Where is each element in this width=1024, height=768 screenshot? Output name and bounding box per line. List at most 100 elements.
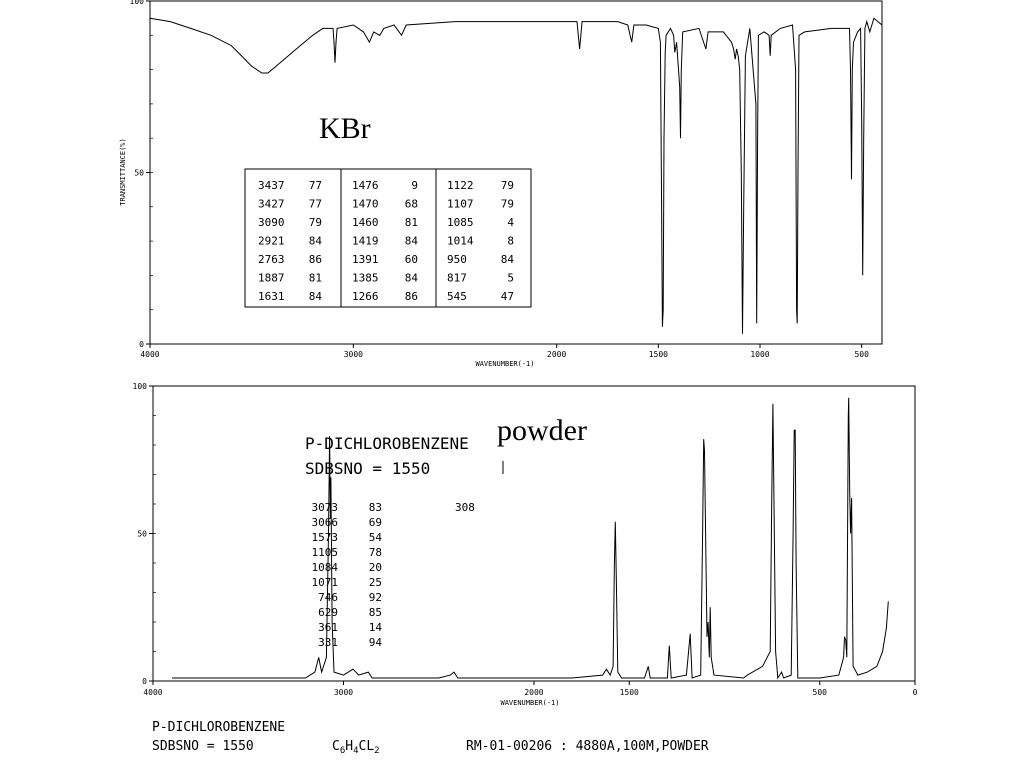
raman-peak-wavenumber: 3073	[312, 501, 339, 514]
ir-y-tick-label: 100	[130, 0, 145, 6]
ir-peak-wavenumber: 545	[447, 290, 467, 303]
ir-peak-intensity: 81	[309, 272, 322, 285]
ir-peak-wavenumber: 1014	[447, 235, 474, 248]
ir-peak-wavenumber: 1631	[258, 290, 285, 303]
raman-peak-wavenumber: 1573	[312, 531, 339, 544]
ir-peak-table-border	[244, 168, 532, 308]
raman-peak-intensity: 85	[369, 606, 382, 619]
ir-peak-intensity: 77	[309, 179, 322, 192]
raman-x-tick-label: 0	[913, 688, 918, 697]
ir-y-tick-label: 0	[139, 340, 144, 349]
ir-peak-wavenumber: 1107	[447, 198, 474, 211]
ir-peak-intensity: 79	[309, 216, 322, 229]
raman-gridlines	[153, 415, 156, 652]
ir-peak-wavenumber: 950	[447, 253, 467, 266]
ir-x-axis-label: WAVENUMBER(-1)	[475, 360, 534, 368]
raman-extra-peak-label: 308	[455, 501, 475, 514]
ir-peak-wavenumber: 1085	[447, 216, 474, 229]
ir-peak-wavenumber: 1122	[447, 179, 474, 192]
ir-peak-wavenumber: 817	[447, 272, 467, 285]
ir-peak-wavenumber: 1419	[352, 235, 379, 248]
raman-x-tick-label: 1500	[620, 688, 639, 697]
ir-spectrum-series	[149, 17, 883, 334]
ir-peak-wavenumber: 1470	[352, 198, 379, 211]
footer-sdbs-number: SDBSNO = 1550	[152, 739, 254, 754]
ir-peak-wavenumber: 1266	[352, 290, 379, 303]
ir-peak-intensity: 79	[501, 198, 514, 211]
raman-x-tick-label: 4000	[143, 688, 162, 697]
ir-peak-wavenumber: 3090	[258, 216, 285, 229]
ir-peak-intensity: 86	[405, 290, 418, 303]
raman-peak-intensity: 94	[369, 636, 383, 649]
raman-y-ticks: 100 50 0	[133, 382, 153, 686]
ir-y-axis-label: TRANSMITTANCE(%)	[119, 138, 127, 205]
raman-peak-intensity: 92	[369, 591, 382, 604]
ir-peak-intensity: 8	[507, 235, 514, 248]
raman-x-ticks: 4000 3000 2000 1500 500 0	[143, 681, 918, 697]
raman-sdbs-number: SDBSNO = 1550	[305, 459, 430, 478]
raman-y-tick-label: 0	[142, 677, 147, 686]
raman-medium-annotation: powder	[497, 414, 587, 447]
raman-peak-intensity: 69	[369, 516, 382, 529]
footer-info: P-DICHLOROBENZENE SDBSNO = 1550 C6H4CL2 …	[152, 720, 709, 756]
ir-x-tick-label: 1000	[750, 350, 769, 359]
raman-y-tick-label: 100	[133, 382, 148, 391]
ir-peak-wavenumber: 3437	[258, 179, 285, 192]
raman-x-tick-label: 500	[813, 688, 828, 697]
ir-peak-wavenumber: 3427	[258, 198, 285, 211]
ir-peak-wavenumber: 1460	[352, 216, 379, 229]
raman-x-tick-label: 3000	[334, 688, 353, 697]
ir-y-ticks: 100 50 0	[130, 0, 150, 349]
raman-peak-intensity: 54	[369, 531, 383, 544]
raman-peak-wavenumber: 629	[318, 606, 338, 619]
raman-peak-intensity: 14	[369, 621, 383, 634]
ir-peak-intensity: 9	[411, 179, 418, 192]
raman-peak-intensity: 83	[369, 501, 382, 514]
ir-peak-intensity: 84	[501, 253, 515, 266]
footer-reference-code: RM-01-00206 : 4880A,100M,POWDER	[466, 739, 709, 754]
ir-x-tick-label: 3000	[344, 350, 363, 359]
footer-compound-name: P-DICHLOROBENZENE	[152, 720, 285, 735]
ir-peak-intensity: 86	[309, 253, 322, 266]
ir-peak-intensity: 4	[507, 216, 514, 229]
raman-spectrum-series	[172, 397, 889, 680]
ir-x-tick-label: 2000	[547, 350, 566, 359]
ir-peak-wavenumber: 2921	[258, 235, 285, 248]
raman-peak-wavenumber: 1084	[312, 561, 339, 574]
ir-x-tick-label: 500	[854, 350, 869, 359]
ir-peak-intensity: 47	[501, 290, 514, 303]
raman-peak-intensity: 78	[369, 546, 382, 559]
raman-peak-intensity: 25	[369, 576, 382, 589]
ir-peak-intensity: 68	[405, 198, 418, 211]
raman-peak-wavenumber: 361	[318, 621, 338, 634]
raman-peak-table: 3073 83 3066 69 1573 54 1105 78 1084 20 1071 25 746 9…	[312, 501, 383, 649]
ir-peak-intensity: 84	[309, 290, 323, 303]
ir-y-tick-label: 50	[134, 169, 144, 178]
footer-molecular-formula: C6H4CL2	[332, 739, 380, 756]
ir-peak-intensity: 60	[405, 253, 418, 266]
raman-y-tick-label: 50	[137, 530, 147, 539]
ir-peak-wavenumber: 1391	[352, 253, 379, 266]
ir-x-tick-label: 1500	[649, 350, 668, 359]
raman-peak-intensity: 20	[369, 561, 382, 574]
raman-peak-wavenumber: 1071	[312, 576, 339, 589]
raman-compound-name: P-DICHLOROBENZENE	[305, 434, 469, 453]
ir-medium-annotation: KBr	[319, 112, 371, 145]
ir-peak-intensity: 79	[501, 179, 514, 192]
raman-peak-wavenumber: 331	[318, 636, 338, 649]
ir-peak-wavenumber: 1887	[258, 272, 285, 285]
ir-peak-intensity: 77	[309, 198, 322, 211]
raman-x-axis-label: WAVENUMBER(-1)	[500, 699, 559, 707]
ir-peak-intensity: 81	[405, 216, 418, 229]
ir-peak-intensity: 84	[309, 235, 323, 248]
raman-peak-wavenumber: 3066	[312, 516, 339, 529]
ir-peak-intensity: 84	[405, 235, 419, 248]
ir-peak-wavenumber: 1385	[352, 272, 379, 285]
ir-x-ticks: 4000 3000 2000 1500 1000 500	[140, 344, 869, 359]
ir-peak-intensity: 5	[507, 272, 514, 285]
ir-gridlines	[150, 34, 153, 311]
